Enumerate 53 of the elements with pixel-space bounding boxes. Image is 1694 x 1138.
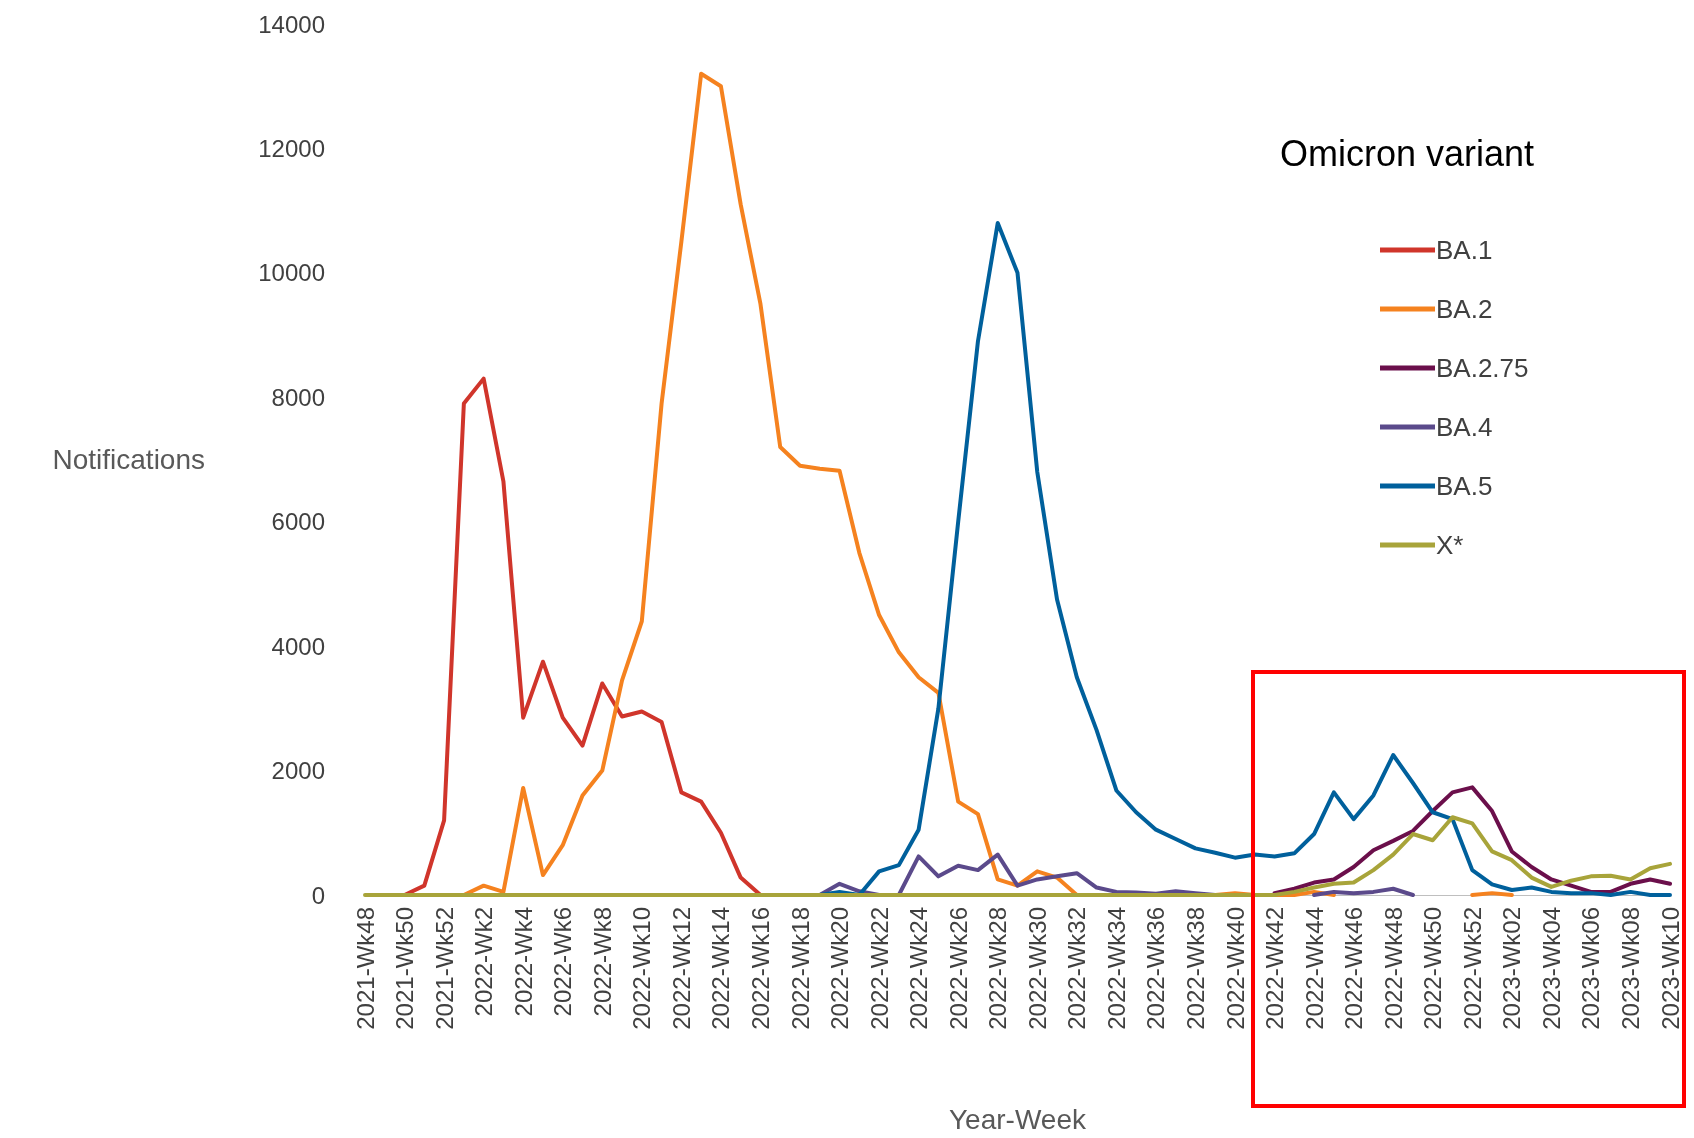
y-tick-label: 8000 (271, 383, 325, 411)
line-series (363, 815, 1672, 897)
x-tick-label: 2022-Wk6 (549, 907, 577, 1017)
x-axis-title: Year-Week (949, 1103, 1087, 1135)
x-tick-label: 2022-Wk48 (1379, 907, 1407, 1030)
y-tick-label: 10000 (258, 259, 325, 287)
x-tick-label: 2022-Wk32 (1063, 907, 1091, 1030)
x-tick-label: 2022-Wk34 (1102, 907, 1130, 1030)
x-tick-label: 2023-Wk04 (1537, 907, 1565, 1030)
line-series (1272, 785, 1672, 896)
x-tick-label: 2023-Wk10 (1656, 907, 1684, 1030)
x-tick-label: 2022-Wk12 (667, 907, 695, 1030)
y-tick-label: 12000 (258, 134, 325, 162)
x-tick-label: 2021-Wk52 (430, 907, 458, 1030)
x-tick-label: 2022-Wk52 (1458, 907, 1486, 1030)
x-tick-label: 2023-Wk02 (1498, 907, 1526, 1030)
x-tick-label: 2022-Wk26 (944, 907, 972, 1030)
y-tick-label: 0 (311, 881, 325, 909)
x-tick-label: 2021-Wk48 (351, 907, 379, 1030)
x-tick-label: 2023-Wk08 (1616, 907, 1644, 1030)
x-tick-label: 2022-Wk24 (905, 907, 933, 1030)
x-tick-label: 2021-Wk50 (391, 907, 419, 1030)
legend-label: BA.2 (1436, 294, 1493, 324)
x-tick-label: 2022-Wk38 (1181, 907, 1209, 1030)
y-tick-label: 2000 (271, 757, 325, 785)
x-tick-label: 2022-Wk18 (786, 907, 814, 1030)
x-tick-label: 2022-Wk28 (984, 907, 1012, 1030)
x-tick-label: 2023-Wk06 (1577, 907, 1605, 1030)
y-tick-label: 14000 (258, 10, 325, 38)
x-tick-label: 2022-Wk20 (826, 907, 854, 1030)
legend-label: BA.5 (1436, 471, 1493, 501)
x-tick-label: 2022-Wk42 (1261, 907, 1289, 1030)
x-tick-label: 2022-Wk46 (1340, 907, 1368, 1030)
x-tick-label: 2022-Wk44 (1300, 907, 1328, 1030)
y-tick-label: 6000 (271, 508, 325, 536)
x-tick-label: 2022-Wk4 (509, 907, 537, 1017)
legend-label: BA.2.75 (1436, 353, 1529, 383)
legend-label: X* (1436, 530, 1464, 560)
x-tick-label: 2022-Wk14 (707, 907, 735, 1030)
x-tick-label: 2022-Wk10 (628, 907, 656, 1030)
legend-title: Omicron variant (1280, 132, 1535, 174)
y-axis-title: Notifications (52, 444, 205, 475)
x-tick-label: 2022-Wk36 (1142, 907, 1170, 1030)
x-tick-label: 2022-Wk22 (865, 907, 893, 1030)
x-tick-label: 2022-Wk50 (1419, 907, 1447, 1030)
x-tick-label: 2022-Wk16 (746, 907, 774, 1030)
y-tick-label: 4000 (271, 632, 325, 660)
x-tick-label: 2022-Wk8 (588, 907, 616, 1017)
legend-label: BA.1 (1436, 235, 1493, 265)
legend-label: BA.4 (1436, 412, 1493, 442)
x-tick-label: 2022-Wk2 (470, 907, 498, 1017)
x-tick-label: 2022-Wk30 (1023, 907, 1051, 1030)
x-tick-label: 2022-Wk40 (1221, 907, 1249, 1030)
